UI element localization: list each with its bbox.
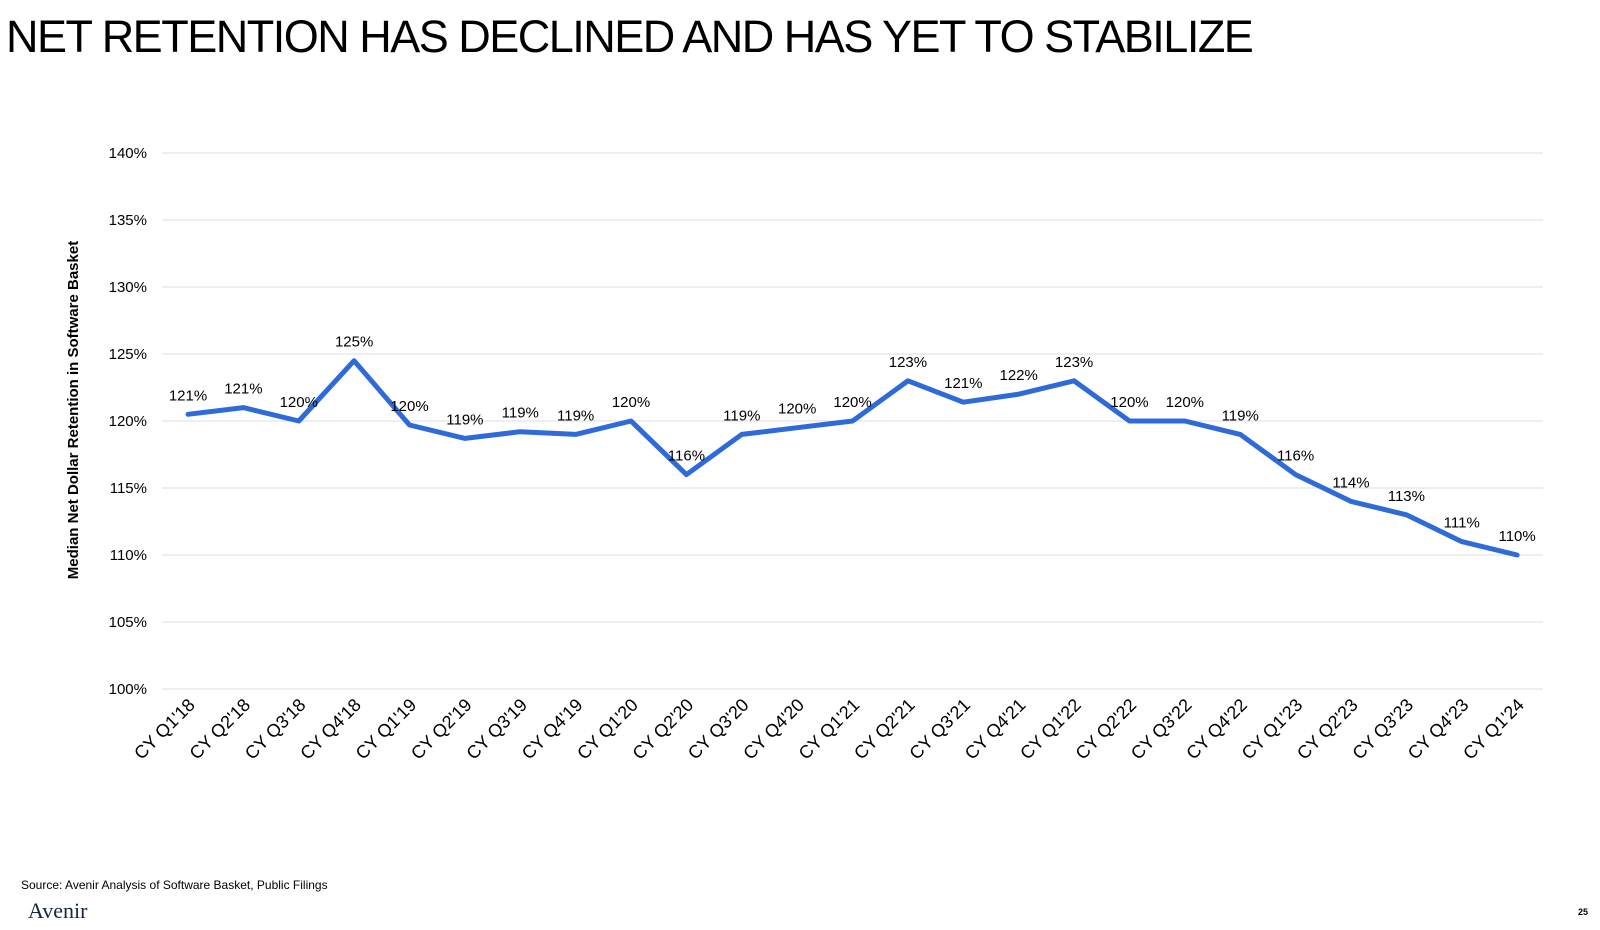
y-tick-label: 115% bbox=[110, 480, 147, 497]
data-labels: 121% 121% 120% 125% 120% 119% 119% 119% 120% 116%… bbox=[169, 334, 1536, 545]
y-axis-tick-labels: 100% 105% 110% 115% 120% 125% 130% 135% 140% bbox=[109, 145, 147, 698]
page-number: 25 bbox=[1577, 907, 1588, 917]
data-label: 110% bbox=[1498, 528, 1535, 545]
data-label: 123% bbox=[1055, 354, 1093, 371]
data-label: 113% bbox=[1388, 488, 1425, 505]
data-label: 120% bbox=[280, 394, 318, 411]
data-label: 119% bbox=[446, 411, 483, 428]
source-note: Source: Avenir Analysis of Software Bask… bbox=[21, 878, 328, 892]
data-label: 120% bbox=[1110, 394, 1148, 411]
y-tick-label: 100% bbox=[109, 681, 147, 698]
brand-logo: Avenir bbox=[28, 898, 88, 923]
y-tick-label: 125% bbox=[109, 346, 147, 363]
series-line-layer bbox=[185, 358, 1520, 558]
chart-gridlines bbox=[162, 152, 1543, 690]
data-label: 120% bbox=[833, 394, 871, 411]
data-label: 121% bbox=[224, 381, 262, 398]
data-label: 125% bbox=[335, 334, 373, 351]
y-axis-label: Median Net Dollar Retention in Software … bbox=[65, 241, 82, 579]
data-label: 119% bbox=[557, 407, 594, 424]
data-label: 116% bbox=[668, 448, 705, 465]
data-label: 120% bbox=[390, 398, 428, 415]
data-label: 120% bbox=[612, 394, 650, 411]
data-label: 121% bbox=[169, 387, 207, 404]
y-tick-label: 105% bbox=[109, 614, 147, 631]
data-label: 114% bbox=[1332, 474, 1369, 491]
y-tick-label: 110% bbox=[110, 547, 147, 564]
y-tick-label: 135% bbox=[109, 212, 147, 229]
data-label: 123% bbox=[889, 354, 927, 371]
data-label: 119% bbox=[502, 405, 539, 422]
x-tick-label: CY Q1'24 bbox=[1459, 695, 1528, 764]
data-label: 116% bbox=[1277, 448, 1314, 465]
series-line bbox=[185, 358, 1520, 558]
data-label: 120% bbox=[1166, 394, 1204, 411]
data-label: 122% bbox=[1000, 367, 1038, 384]
data-label: 119% bbox=[1222, 407, 1259, 424]
data-label: 121% bbox=[944, 375, 982, 392]
data-label: 119% bbox=[723, 407, 760, 424]
y-tick-label: 120% bbox=[109, 413, 147, 430]
y-tick-label: 130% bbox=[109, 279, 147, 296]
data-label: 120% bbox=[778, 401, 816, 418]
page-title: NET RETENTION HAS DECLINED AND HAS YET T… bbox=[6, 11, 1254, 62]
data-label: 111% bbox=[1444, 515, 1480, 532]
y-tick-label: 140% bbox=[109, 145, 147, 162]
